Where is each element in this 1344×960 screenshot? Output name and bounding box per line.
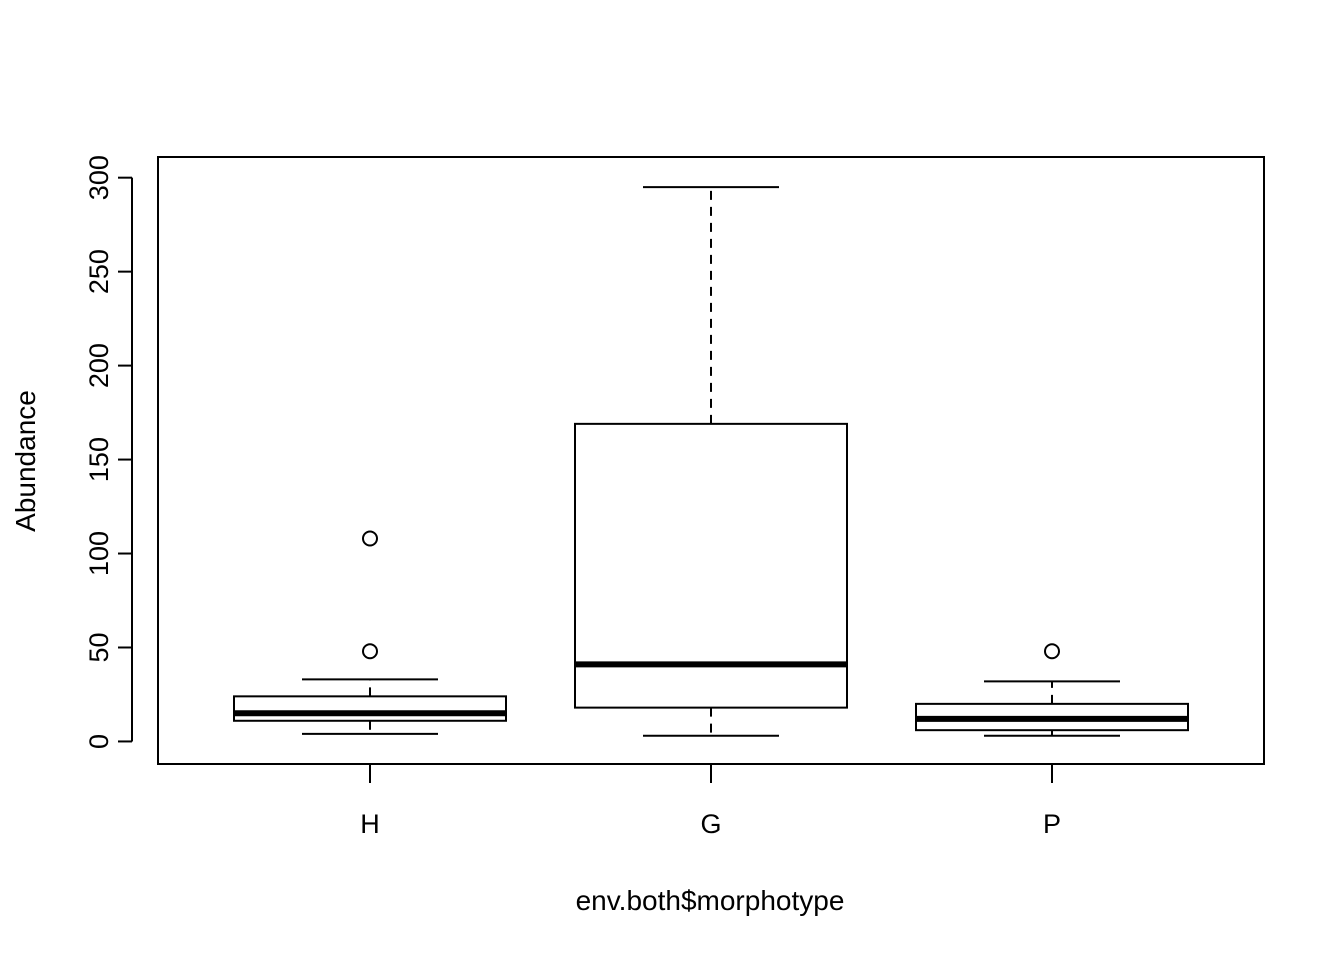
y-tick-label: 100 <box>84 531 114 576</box>
y-axis-label: Abundance <box>10 390 41 532</box>
x-tick-label: P <box>1043 809 1061 839</box>
y-axis: 0 50 100 150 200 250 300 <box>84 155 133 749</box>
x-axis-label: env.both$morphotype <box>576 885 845 916</box>
y-tick-label: 250 <box>84 249 114 294</box>
outlier-point <box>362 643 378 660</box>
box-H <box>233 530 507 735</box>
y-tick-label: 50 <box>84 632 114 662</box>
y-tick-label: 300 <box>84 155 114 200</box>
boxes-group <box>233 186 1189 737</box>
y-tick-label: 0 <box>84 734 114 749</box>
box-G <box>574 186 848 737</box>
iqr-box <box>574 422 848 709</box>
box-P <box>915 643 1189 737</box>
iqr-box <box>233 695 507 722</box>
x-tick-label: H <box>360 809 380 839</box>
y-tick-label: 150 <box>84 437 114 482</box>
outlier-point <box>362 530 378 547</box>
x-tick-label: G <box>700 809 721 839</box>
y-tick-label: 200 <box>84 343 114 388</box>
outlier-point <box>1044 643 1060 660</box>
